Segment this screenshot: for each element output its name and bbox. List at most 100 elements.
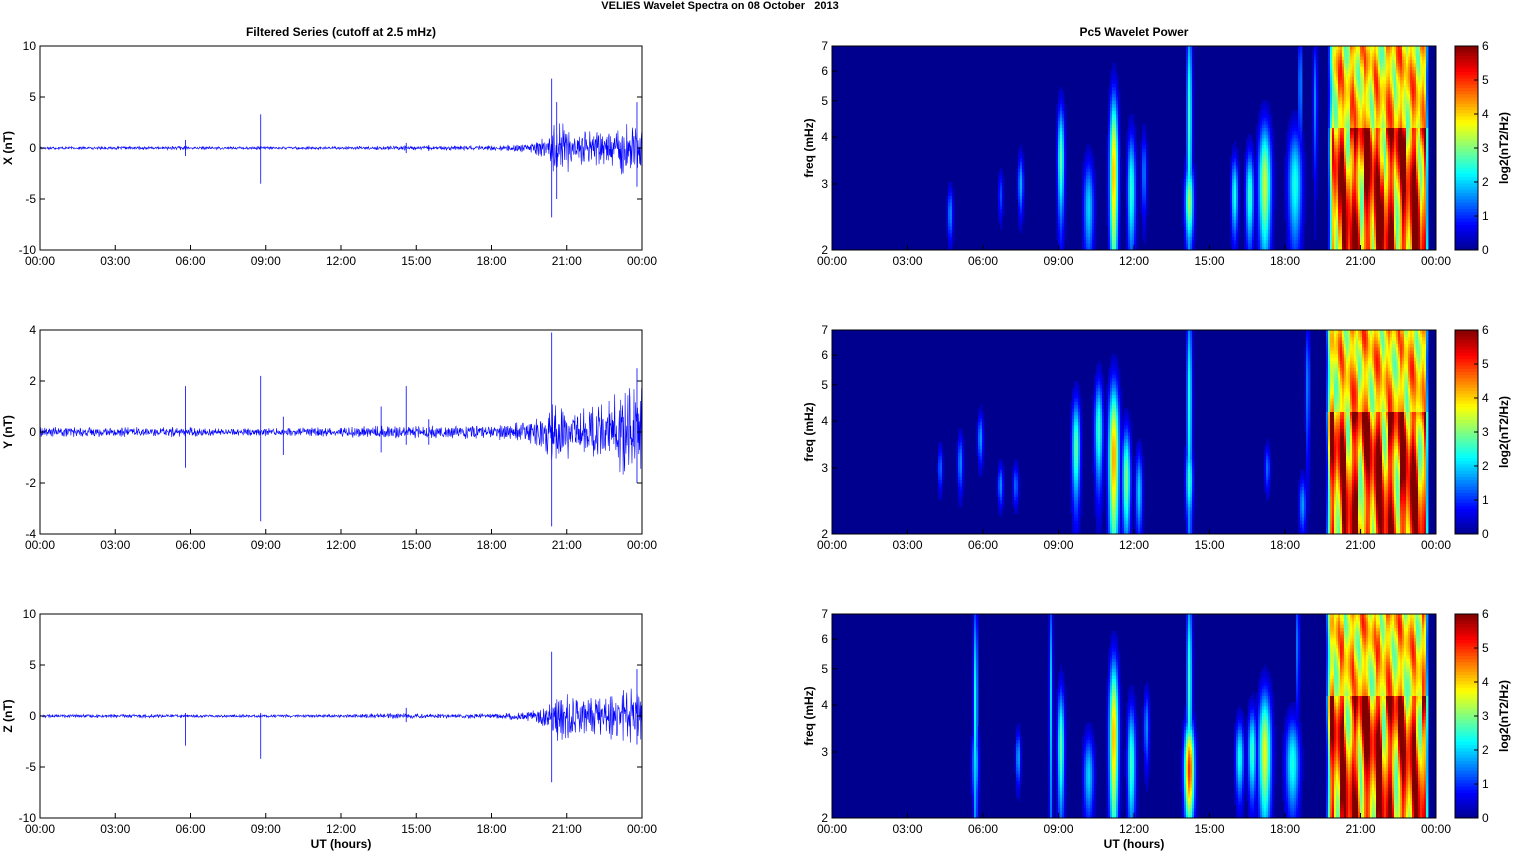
wavelet-z-y-tick-label: 2	[821, 811, 828, 825]
wavelet-z-colorbar	[1455, 614, 1478, 819]
wavelet-y-colorbar-label: log2(nT2/Hz)	[1497, 396, 1511, 468]
series-y-ylabel: Y (nT)	[1, 415, 15, 449]
wavelet-x-colorbar-tick-label: 0	[1482, 243, 1489, 257]
wavelet-z-x-tick-label: 03:00	[892, 822, 922, 836]
wavelet-z-ylabel: freq (mHz)	[802, 686, 816, 745]
series-x-x-tick-label: 18:00	[476, 254, 506, 268]
wavelet-z-colorbar-tick-label: 5	[1482, 641, 1489, 655]
series-z-y-tick-label: 5	[29, 658, 36, 672]
series-z-x-tick-label: 06:00	[175, 822, 205, 836]
wavelet-x-y-tick-label: 5	[821, 94, 828, 108]
series-z-x-tick-label: 12:00	[326, 822, 356, 836]
series-x-x-tick-label: 12:00	[326, 254, 356, 268]
wavelet-x-colorbar-tick-label: 6	[1482, 39, 1489, 53]
series-x-x-tick-label: 09:00	[251, 254, 281, 268]
wavelet-y-y-tick-label: 3	[821, 461, 828, 475]
series-z-x-tick-label: 00:00	[25, 822, 55, 836]
left-column-title: Filtered Series (cutoff at 2.5 mHz)	[245, 25, 437, 39]
wavelet-x-colorbar-label: log2(nT2/Hz)	[1497, 112, 1511, 184]
series-y-x-tick-label: 03:00	[100, 538, 130, 552]
wavelet-z-colorbar-tick-label: 4	[1482, 675, 1489, 689]
series-z-y-tick-label: -10	[19, 811, 37, 825]
wavelet-x-colorbar	[1455, 46, 1478, 251]
wavelet-z-x-tick-label: 18:00	[1270, 822, 1300, 836]
wavelet-z-y-tick-label: 3	[821, 745, 828, 759]
wavelet-y-y-tick-label: 6	[821, 348, 828, 362]
series-y-x-tick-label: 00:00	[627, 538, 657, 552]
series-z-x-tick-label: 00:00	[627, 822, 657, 836]
series-x-x-tick-label: 06:00	[175, 254, 205, 268]
series-y-x-tick-label: 15:00	[401, 538, 431, 552]
series-x-y-tick-label: -10	[19, 243, 37, 257]
wavelet-z-x-tick-label: 00:00	[1421, 822, 1451, 836]
wavelet-x-colorbar-tick-label: 3	[1482, 141, 1489, 155]
wavelet-x-y-tick-label: 4	[821, 130, 828, 144]
series-y-y-tick-label: 4	[29, 323, 36, 337]
series-z-y-tick-label: -5	[25, 760, 36, 774]
series-x-line	[39, 123, 643, 175]
wavelet-x-x-tick-label: 06:00	[968, 254, 998, 268]
series-y-y-tick-label: -4	[25, 527, 36, 541]
wavelet-y-colorbar-tick-label: 5	[1482, 357, 1489, 371]
series-z-x-tick-label: 09:00	[251, 822, 281, 836]
wavelet-x-x-tick-label: 12:00	[1119, 254, 1149, 268]
wavelet-y-x-tick-label: 00:00	[817, 538, 847, 552]
wavelet-z-features	[970, 614, 1429, 819]
wavelet-y-colorbar	[1455, 330, 1478, 535]
series-y-x-tick-label: 06:00	[175, 538, 205, 552]
wavelet-xlabel: UT (hours)	[1104, 837, 1165, 851]
wavelet-x-y-tick-label: 3	[821, 177, 828, 191]
wavelet-x-ylabel: freq (mHz)	[802, 118, 816, 177]
wavelet-x-colorbar-tick-label: 5	[1482, 73, 1489, 87]
series-y-x-tick-label: 09:00	[251, 538, 281, 552]
wavelet-x-colorbar-tick-label: 1	[1482, 209, 1489, 223]
wavelet-x-x-tick-label: 03:00	[892, 254, 922, 268]
wavelet-z-colorbar-tick-label: 6	[1482, 607, 1489, 621]
series-x-x-tick-label: 00:00	[25, 254, 55, 268]
wavelet-z-x-tick-label: 06:00	[968, 822, 998, 836]
wavelet-z-y-tick-label: 7	[821, 607, 828, 621]
wavelet-y-features	[936, 330, 1429, 535]
wavelet-y-colorbar-tick-label: 2	[1482, 459, 1489, 473]
series-y-y-tick-label: 0	[29, 425, 36, 439]
wavelet-y-x-tick-label: 12:00	[1119, 538, 1149, 552]
wavelet-z-y-tick-label: 6	[821, 632, 828, 646]
wavelet-y-x-tick-label: 09:00	[1043, 538, 1073, 552]
wavelet-z-x-tick-label: 15:00	[1194, 822, 1224, 836]
series-x-x-tick-label: 15:00	[401, 254, 431, 268]
wavelet-x-x-tick-label: 00:00	[817, 254, 847, 268]
wavelet-y-y-tick-label: 2	[821, 527, 828, 541]
wavelet-z-colorbar-tick-label: 3	[1482, 709, 1489, 723]
wavelet-z-colorbar-tick-label: 2	[1482, 743, 1489, 757]
series-z-line	[39, 688, 643, 743]
wavelet-y-y-tick-label: 7	[821, 323, 828, 337]
wavelet-y-colorbar-tick-label: 1	[1482, 493, 1489, 507]
series-xlabel: UT (hours)	[311, 837, 372, 851]
series-z-y-tick-label: 10	[23, 607, 37, 621]
series-z-x-tick-label: 03:00	[100, 822, 130, 836]
series-z-y-tick-label: 0	[29, 709, 36, 723]
wavelet-z-x-tick-label: 09:00	[1043, 822, 1073, 836]
series-x-y-tick-label: 0	[29, 141, 36, 155]
series-y-x-tick-label: 00:00	[25, 538, 55, 552]
figure-title: VELIES Wavelet Spectra on 08 October 201…	[601, 0, 839, 12]
wavelet-x-x-tick-label: 00:00	[1421, 254, 1451, 268]
wavelet-z-x-tick-label: 00:00	[817, 822, 847, 836]
wavelet-x-x-tick-label: 15:00	[1194, 254, 1224, 268]
series-z-x-tick-label: 21:00	[552, 822, 582, 836]
series-y-x-tick-label: 18:00	[476, 538, 506, 552]
wavelet-z-y-tick-label: 4	[821, 698, 828, 712]
wavelet-y-x-tick-label: 18:00	[1270, 538, 1300, 552]
wavelet-x-colorbar-tick-label: 2	[1482, 175, 1489, 189]
series-x-x-tick-label: 00:00	[627, 254, 657, 268]
wavelet-y-y-tick-label: 5	[821, 378, 828, 392]
wavelet-y-ylabel: freq (mHz)	[802, 402, 816, 461]
series-y-x-tick-label: 12:00	[326, 538, 356, 552]
wavelet-z-x-tick-label: 12:00	[1119, 822, 1149, 836]
series-z-x-tick-label: 18:00	[476, 822, 506, 836]
wavelet-x-x-tick-label: 09:00	[1043, 254, 1073, 268]
wavelet-y-colorbar-tick-label: 0	[1482, 527, 1489, 541]
wavelet-y-x-tick-label: 03:00	[892, 538, 922, 552]
wavelet-x-colorbar-tick-label: 4	[1482, 107, 1489, 121]
